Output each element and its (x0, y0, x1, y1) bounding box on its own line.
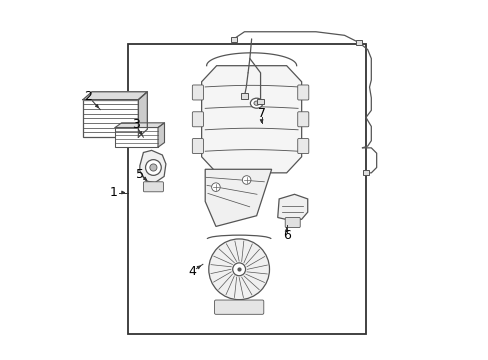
Circle shape (211, 183, 220, 192)
Ellipse shape (253, 101, 259, 105)
Polygon shape (201, 66, 301, 173)
Text: 5: 5 (136, 168, 144, 181)
Circle shape (242, 176, 250, 184)
FancyBboxPatch shape (214, 300, 263, 314)
Circle shape (232, 263, 245, 276)
Text: 4: 4 (188, 265, 196, 278)
Polygon shape (140, 150, 165, 183)
Bar (362, 170, 368, 175)
Bar (83, 100, 138, 137)
Text: 6: 6 (282, 229, 290, 242)
FancyBboxPatch shape (297, 112, 308, 127)
Polygon shape (205, 169, 271, 226)
Bar (128, 44, 365, 334)
FancyBboxPatch shape (192, 112, 203, 127)
Bar (355, 40, 361, 45)
Bar (230, 37, 237, 42)
Bar (115, 127, 158, 147)
FancyBboxPatch shape (192, 139, 203, 154)
FancyBboxPatch shape (192, 85, 203, 100)
Text: 3: 3 (131, 118, 139, 131)
Bar (257, 99, 263, 104)
Circle shape (208, 239, 269, 300)
Circle shape (149, 164, 157, 171)
Polygon shape (277, 194, 307, 219)
Text: 1: 1 (109, 186, 117, 199)
Polygon shape (115, 123, 164, 127)
Polygon shape (83, 92, 147, 100)
Text: 7: 7 (257, 107, 265, 120)
FancyBboxPatch shape (297, 139, 308, 154)
Bar (241, 94, 247, 99)
FancyBboxPatch shape (143, 182, 163, 192)
Text: 2: 2 (84, 90, 92, 103)
Circle shape (145, 159, 161, 175)
FancyBboxPatch shape (297, 85, 308, 100)
Polygon shape (158, 123, 164, 147)
Ellipse shape (250, 98, 263, 108)
Polygon shape (138, 92, 147, 137)
FancyBboxPatch shape (285, 217, 300, 228)
